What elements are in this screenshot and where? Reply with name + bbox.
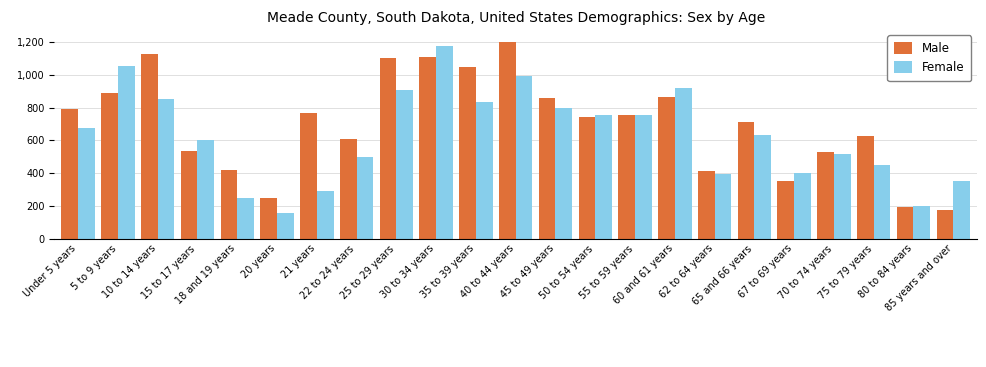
Bar	[260, 198, 277, 239]
Bar	[714, 174, 731, 239]
Bar	[617, 115, 634, 239]
Bar	[555, 108, 572, 239]
Bar	[317, 191, 333, 239]
Bar	[952, 181, 969, 239]
Bar	[237, 198, 253, 239]
Bar	[737, 122, 753, 239]
Bar	[753, 135, 770, 239]
Bar	[356, 157, 373, 239]
Bar	[339, 139, 356, 239]
Bar	[458, 67, 475, 239]
Bar	[913, 206, 929, 239]
Bar	[141, 54, 158, 239]
Bar	[78, 128, 95, 239]
Bar	[896, 207, 913, 239]
Bar	[117, 66, 134, 239]
Bar	[197, 140, 214, 239]
Bar	[158, 99, 175, 239]
Legend: Male, Female: Male, Female	[886, 35, 970, 81]
Bar	[833, 154, 850, 239]
Bar	[856, 136, 873, 239]
Bar	[578, 117, 595, 239]
Bar	[515, 76, 531, 239]
Bar	[419, 58, 436, 239]
Bar	[277, 213, 294, 239]
Bar	[697, 171, 714, 239]
Bar	[634, 115, 651, 239]
Bar	[220, 170, 237, 239]
Bar	[102, 92, 117, 239]
Bar	[300, 113, 317, 239]
Bar	[396, 90, 413, 239]
Bar	[475, 102, 492, 239]
Bar	[794, 173, 810, 239]
Bar	[777, 181, 794, 239]
Bar	[658, 97, 674, 239]
Bar	[436, 46, 453, 239]
Bar	[180, 151, 197, 239]
Bar	[873, 165, 889, 239]
Bar	[936, 210, 952, 239]
Bar	[538, 98, 555, 239]
Bar	[380, 58, 396, 239]
Bar	[595, 115, 611, 239]
Bar	[499, 42, 515, 239]
Bar	[674, 88, 691, 239]
Title: Meade County, South Dakota, United States Demographics: Sex by Age: Meade County, South Dakota, United State…	[266, 11, 764, 25]
Bar	[816, 152, 833, 239]
Bar	[61, 109, 78, 239]
